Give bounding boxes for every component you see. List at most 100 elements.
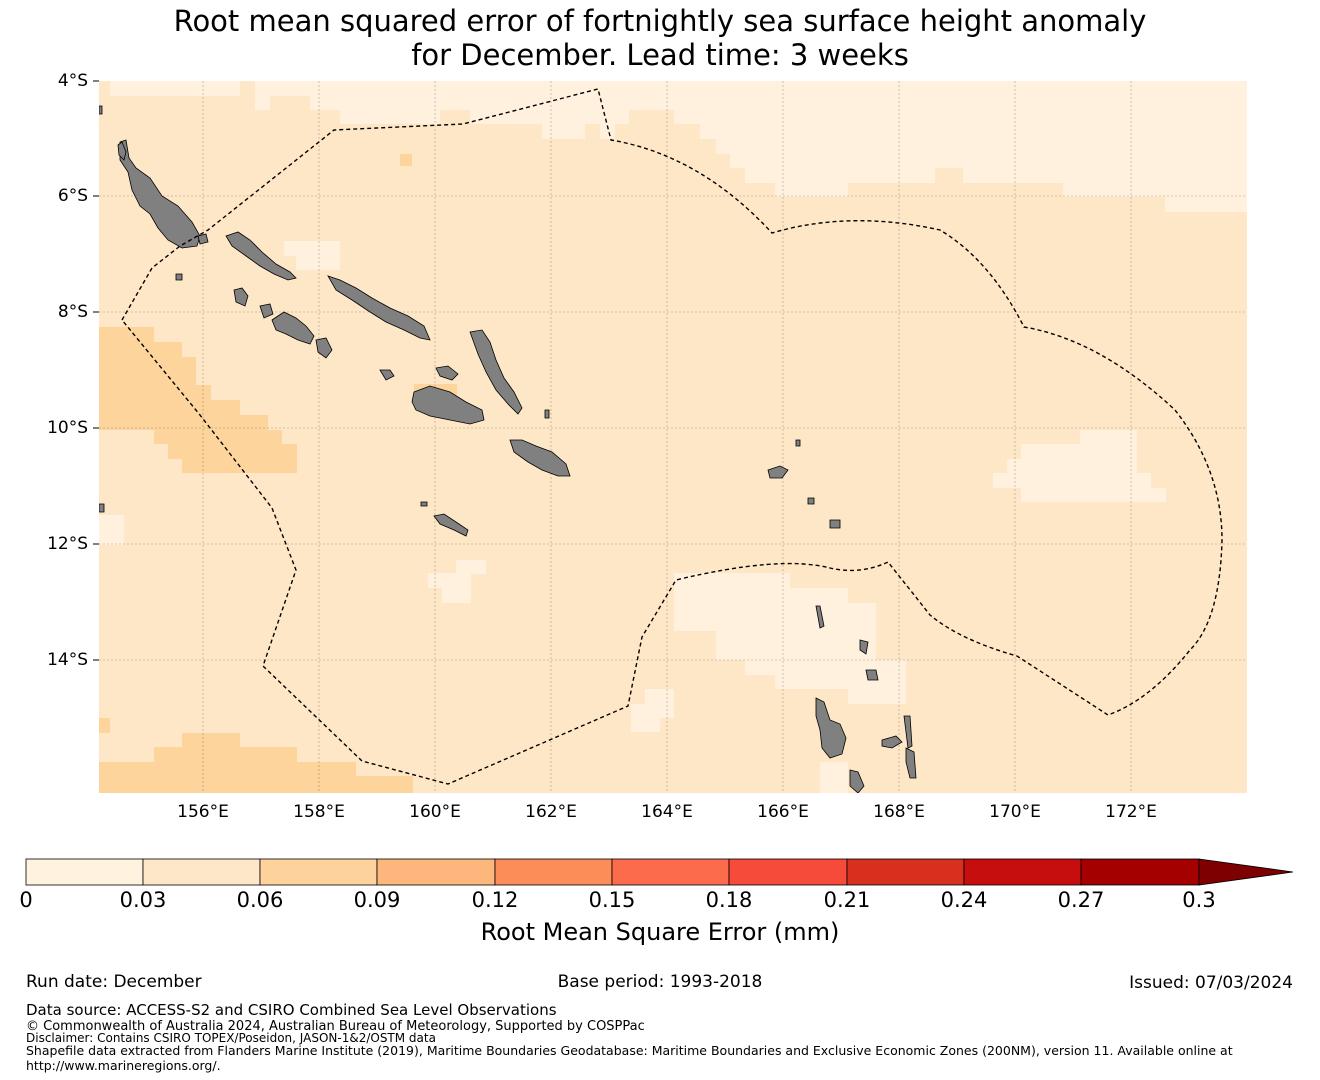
lat-label-6s: 6°S [57,186,88,206]
colorbar-tick-6: 0.18 [705,888,753,912]
higher-error-south-region [99,733,413,793]
lon-label-164e: 164°E [641,802,693,822]
low-error-sw-patch [631,689,674,732]
map-title: Root mean squared error of fortnightly s… [0,4,1320,72]
vanua-lava-island [859,639,869,655]
lon-label-172e: 172°E [1105,802,1157,822]
colorbar-segment-7 [728,858,848,886]
low-error-vanuatu-patch [820,762,848,793]
base-period: Base period: 1993-2018 [557,972,763,992]
rendova-island [315,337,333,359]
colorbar-tick-7: 0.21 [823,888,871,912]
shapefile-credit-line-2: http://www.marineregions.org/. [26,1058,221,1073]
rennell-island [433,513,469,537]
colorbar-segment-8 [846,858,965,886]
colorbar-tick-5: 0.15 [588,888,636,912]
shapefile-credit-line-1: Shapefile data extracted from Flanders M… [26,1043,1233,1058]
espiritu-santo-island [815,697,847,759]
ocean-background [99,81,1247,793]
ontong-java-islet [544,409,550,419]
colorbar-tick-10: 0.3 [1182,888,1216,912]
lat-label-14s: 14°S [47,650,88,670]
colorbar-segment-5 [494,858,613,886]
graticule [99,81,1247,793]
colorbar-segment-2 [142,858,261,886]
torres-islands [815,605,825,629]
low-error-north-region [255,81,1247,212]
low-error-island-patch [284,241,340,270]
kolombangara-island [259,303,274,319]
map-panel [99,81,1247,793]
treasury-island [175,273,183,281]
vella-lavella-island [233,287,249,307]
nw-islet [99,105,103,115]
malekula-island [849,769,865,793]
colorbar [25,858,1294,886]
duff-islands [795,439,801,447]
utupua-island [807,497,815,505]
colorbar-tick-1: 0.03 [119,888,167,912]
lon-label-168e: 168°E [873,802,925,822]
colorbar-segment-9 [963,858,1082,886]
latitude-ticks [93,80,99,661]
colorbar-tick-2: 0.06 [236,888,284,912]
low-error-south-patch [674,573,906,704]
higher-error-north-islet [400,154,412,166]
vanikoro-island [829,519,841,529]
florida-islands [435,365,459,381]
gaua-island [865,669,879,681]
lat-label-4s: 4°S [57,71,88,91]
buka-island [117,141,127,161]
colorbar-segment-10 [1080,858,1200,886]
russell-islands [379,369,395,381]
pentecost-island [903,715,913,749]
lat-label-10s: 10°S [47,418,88,438]
colorbar-segment-3 [259,858,378,886]
colorbar-tick-4: 0.12 [471,888,519,912]
data-source: Data source: ACCESS-S2 and CSIRO Combine… [26,1001,557,1019]
low-error-regions [99,81,1247,793]
lon-label-162e: 162°E [525,802,577,822]
issued-date: Issued: 07/03/2024 [1129,973,1293,993]
new-georgia-island [271,311,315,345]
lon-label-166e: 166°E [757,802,809,822]
ambae-island [881,735,903,749]
eez-boundary [121,88,1223,785]
colorbar-segment-4 [376,858,496,886]
colorbar-tick-8: 0.24 [940,888,988,912]
title-line-1: Root mean squared error of fortnightly s… [173,4,1147,38]
title-line-2: for December. Lead time: 3 weeks [411,38,909,72]
colorbar-tick-0: 0 [19,888,33,912]
land-masses [99,105,917,793]
maewo-island [905,747,917,779]
colorbar-tick-9: 0.27 [1057,888,1105,912]
bougainville-island [119,139,201,249]
lon-label-158e: 158°E [293,802,345,822]
colorbar-segment-1 [25,858,144,886]
low-error-west-patch [99,515,124,545]
lat-label-8s: 8°S [57,302,88,322]
western-islet [99,503,105,513]
low-error-nw-patch [110,81,240,96]
low-error-central-patch [428,560,486,603]
malaita-island [469,329,523,415]
lat-label-12s: 12°S [47,534,88,554]
higher-error-west-region [99,327,297,473]
low-error-east-patch [993,430,1166,502]
colorbar-label: Root Mean Square Error (mm) [480,918,840,946]
colorbar-tick-3: 0.09 [353,888,401,912]
lon-label-160e: 160°E [409,802,461,822]
higher-error-west-islet [99,718,110,733]
choiseul-island [225,231,297,281]
colorbar-extension-arrow [1198,858,1294,886]
santa-isabel-island [327,275,431,341]
colorbar-segment-6 [611,858,730,886]
lon-label-156e: 156°E [177,802,229,822]
shortland-islands [197,233,209,245]
disclaimer: Disclaimer: Contains CSIRO TOPEX/Poseido… [26,1031,436,1045]
lon-label-170e: 170°E [989,802,1041,822]
run-date: Run date: December [26,972,202,992]
central-islet [420,501,428,507]
guadalcanal-island [411,385,485,425]
